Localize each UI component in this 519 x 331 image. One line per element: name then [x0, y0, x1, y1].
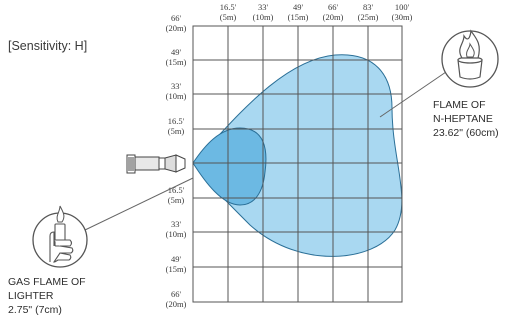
left-tick-m: (15m) [166, 57, 187, 67]
left-tick-ft: 16.5' [168, 185, 185, 195]
top-tick-ft: 33' [258, 2, 269, 12]
top-tick-m: (25m) [358, 12, 379, 22]
top-tick-m: (5m) [220, 12, 237, 22]
left-tick-ft: 16.5' [168, 116, 185, 126]
top-tick-m: (20m) [323, 12, 344, 22]
lighter-coverage-area [192, 127, 267, 206]
heptane-flame-label: FLAME OF N-HEPTANE 23.62" (60cm) [433, 98, 499, 140]
top-axis: 16.5' (5m) 33' (10m) 49' (15m) 66' (20m)… [220, 2, 413, 22]
lighter-label-line: GAS FLAME OF [8, 276, 86, 288]
left-tick-m: (20m) [166, 299, 187, 309]
left-tick-ft: 49' [171, 254, 182, 264]
heptane-leader-line [379, 71, 447, 118]
left-tick-ft: 66' [171, 13, 182, 23]
left-tick-ft: 33' [171, 81, 182, 91]
top-tick-m: (15m) [288, 12, 309, 22]
flame-can-icon [441, 29, 499, 88]
left-tick-ft: 49' [171, 47, 182, 57]
left-axis: 66' (20m) 49' (15m) 33' (10m) 16.5' (5m)… [166, 13, 187, 309]
top-tick-ft: 16.5' [220, 2, 237, 12]
heptane-coverage-area [192, 54, 403, 257]
grid [192, 25, 403, 303]
top-tick-m: (10m) [253, 12, 274, 22]
top-tick-ft: 66' [328, 2, 339, 12]
heptane-label-line: 23.62" (60cm) [433, 127, 499, 139]
heptane-label-line: N-HEPTANE [433, 113, 493, 125]
lighter-leader-line [84, 177, 194, 231]
top-tick-m: (30m) [392, 12, 413, 22]
heptane-label-line: FLAME OF [433, 99, 486, 111]
left-tick-ft: 66' [171, 289, 182, 299]
hand-lighter-icon [32, 205, 88, 268]
lighter-label-line: 2.75" (7cm) [8, 304, 62, 316]
left-tick-m: (20m) [166, 23, 187, 33]
left-tick-m: (5m) [168, 195, 185, 205]
top-tick-ft: 83' [363, 2, 374, 12]
left-tick-ft: 33' [171, 219, 182, 229]
left-tick-m: (10m) [166, 91, 187, 101]
sensitivity-label: [Sensitivity: H] [8, 39, 88, 53]
detector-icon [126, 154, 186, 174]
left-tick-m: (15m) [166, 264, 187, 274]
top-tick-ft: 100' [395, 2, 410, 12]
left-tick-m: (5m) [168, 126, 185, 136]
top-tick-ft: 49' [293, 2, 304, 12]
lighter-label-line: LIGHTER [8, 290, 54, 302]
left-tick-m: (10m) [166, 229, 187, 239]
lighter-flame-label: GAS FLAME OF LIGHTER 2.75" (7cm) [8, 275, 86, 317]
